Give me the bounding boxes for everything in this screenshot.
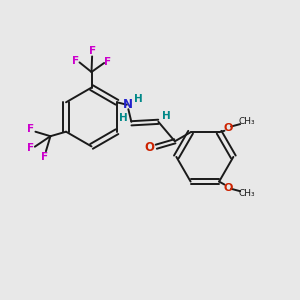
Text: H: H bbox=[134, 94, 142, 104]
Text: O: O bbox=[224, 123, 233, 133]
Text: F: F bbox=[27, 124, 34, 134]
Text: CH₃: CH₃ bbox=[238, 117, 255, 126]
Text: F: F bbox=[88, 46, 96, 56]
Text: CH₃: CH₃ bbox=[238, 189, 255, 198]
Text: F: F bbox=[41, 152, 48, 162]
Text: O: O bbox=[145, 141, 155, 154]
Text: N: N bbox=[123, 98, 134, 111]
Text: H: H bbox=[118, 113, 127, 123]
Text: F: F bbox=[27, 143, 34, 153]
Text: F: F bbox=[104, 57, 111, 67]
Text: H: H bbox=[162, 111, 171, 122]
Text: O: O bbox=[224, 183, 233, 193]
Text: F: F bbox=[72, 56, 80, 66]
